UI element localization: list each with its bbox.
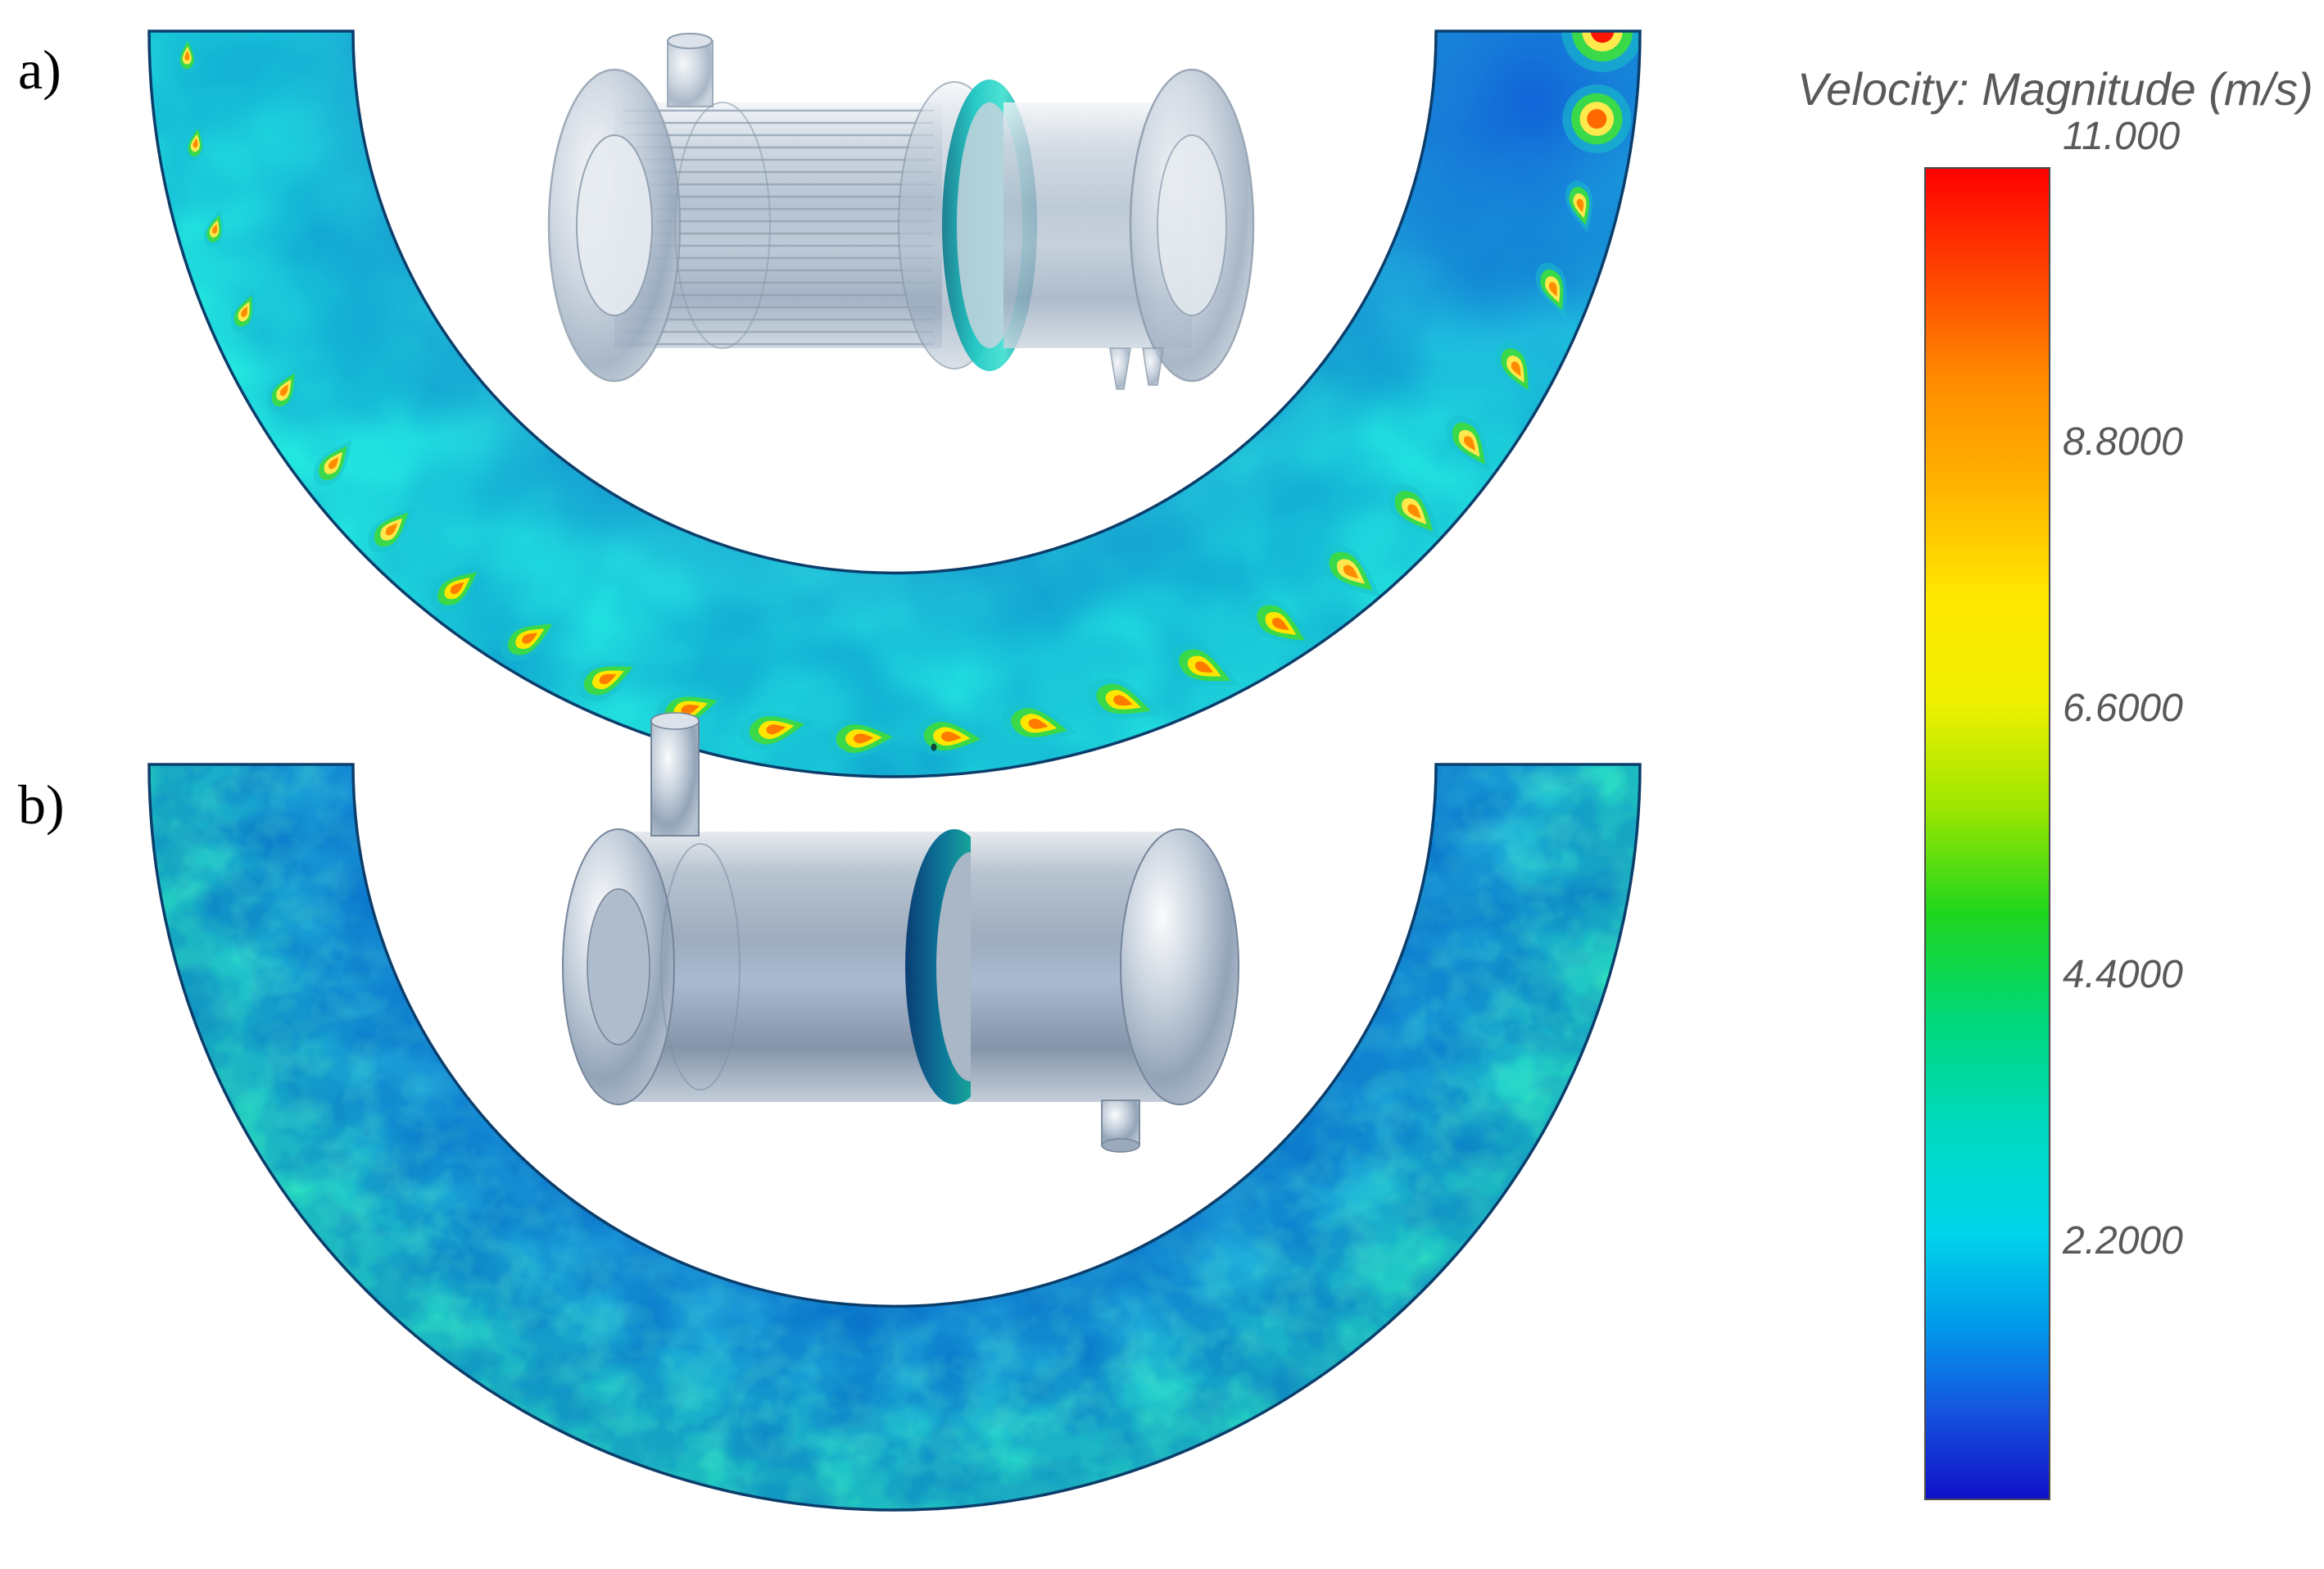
- svg-text:8.8000: 8.8000: [2063, 420, 2183, 464]
- svg-text:11.000: 11.000: [2063, 115, 2181, 158]
- svg-text:Velocity: Magnitude (m/s): Velocity: Magnitude (m/s): [1797, 63, 2313, 115]
- svg-text:6.6000: 6.6000: [2063, 687, 2183, 730]
- svg-text:a): a): [18, 39, 61, 101]
- svg-text:b): b): [18, 773, 65, 836]
- svg-text:4.4000: 4.4000: [2063, 953, 2183, 996]
- svg-text:2.2000: 2.2000: [2062, 1219, 2183, 1263]
